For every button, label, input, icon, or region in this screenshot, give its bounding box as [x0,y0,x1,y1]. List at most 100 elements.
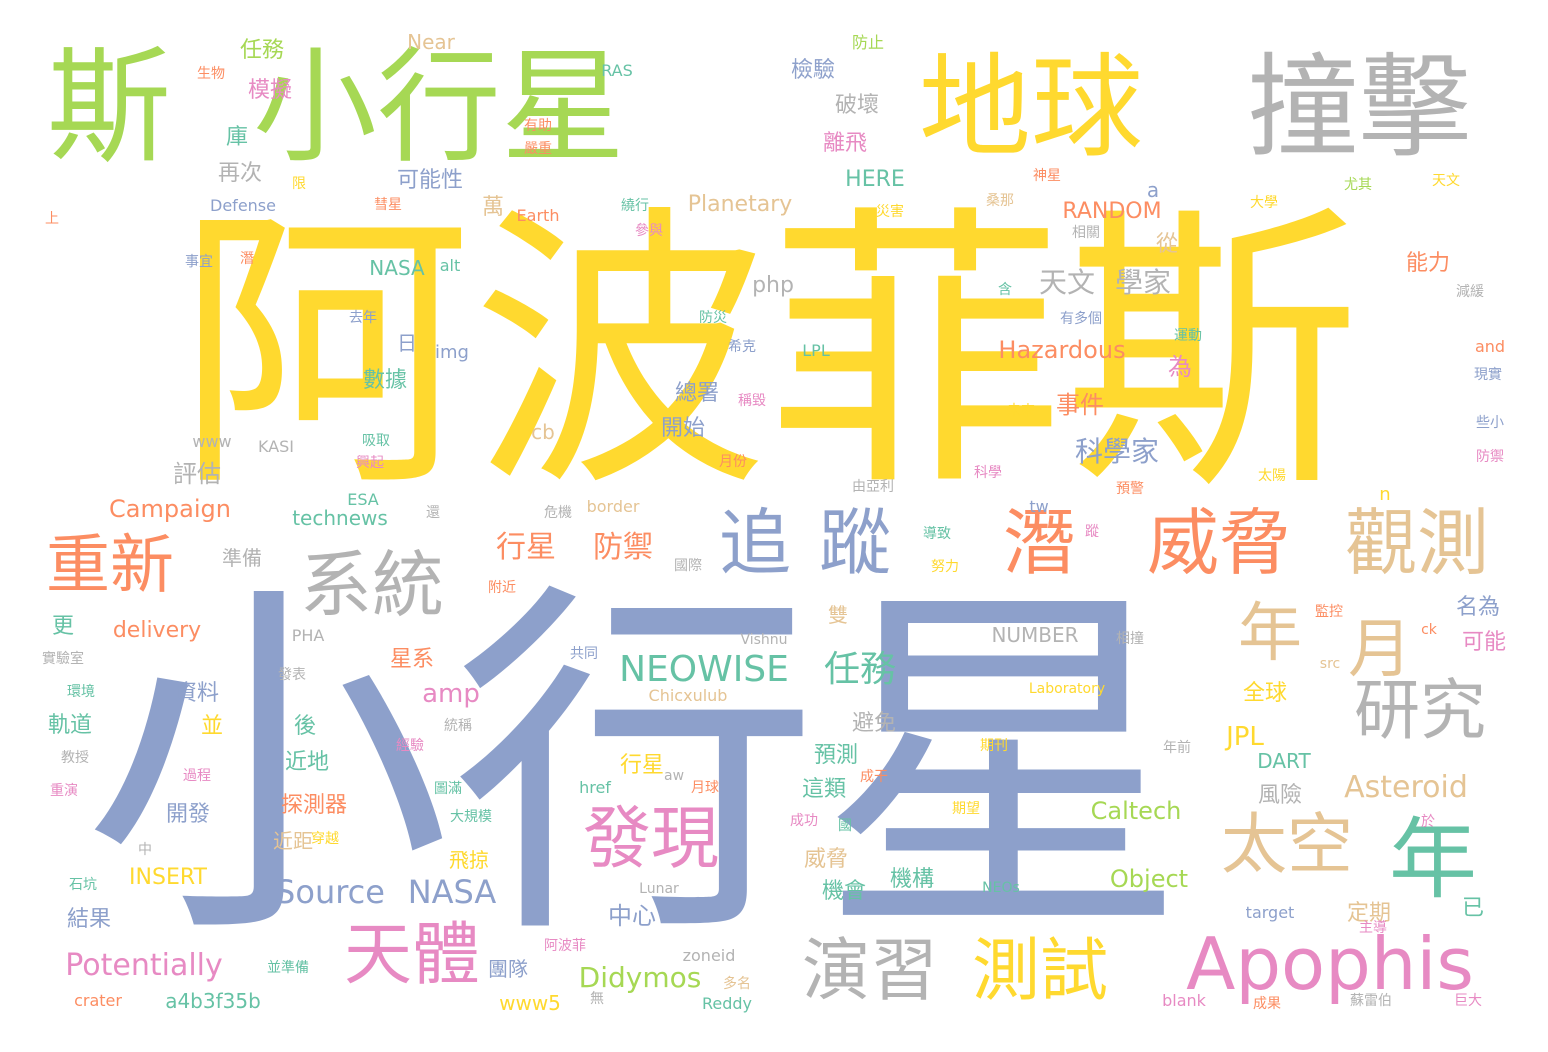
word-77: 數據 [362,368,408,393]
word-source-25: Source [275,873,385,911]
word-19: 天體 [343,916,481,995]
word-75: 這類 [801,777,847,802]
word-146: 防禦 [1476,449,1504,465]
word-107: 生物 [197,66,225,82]
word-57: 風險 [1257,783,1303,808]
word-83: 名為 [1455,595,1501,620]
word-172: 統稱 [444,718,472,734]
word-www5-53: www5 [499,991,561,1015]
word-113: 限 [292,176,306,192]
word-11: 系統 [299,543,445,627]
word-object-39: Object [1109,865,1189,893]
word-179: 成干 [860,769,888,785]
word-62: 探測器 [280,793,348,818]
word-111: 神星 [1033,168,1061,184]
word-89: 庫 [225,125,249,150]
word-177: 過程 [183,768,211,784]
word-145: 些小 [1476,415,1504,431]
word-esa-149: ESA [347,490,379,509]
word-dart-58: DART [1257,749,1311,773]
word-148: 由亞利 [852,479,894,495]
word-61: 威脅 [803,847,849,872]
word-70: 並 [200,714,224,739]
word-kasi-141: KASI [257,437,295,456]
word-174: 經驗 [396,738,424,754]
word-92: 檢驗 [790,58,836,83]
word-74: 預測 [813,743,859,768]
word-laboratory-170: Laboratory [1028,681,1106,697]
word-125: 事宜 [185,254,213,270]
word-88: 再次 [217,161,263,186]
word-a-97: a [1146,178,1160,202]
word-199: 多名 [723,976,751,992]
word-90: 模擬 [247,78,293,103]
word-188: 於 [1421,814,1435,830]
word-21: 測試 [971,932,1109,1011]
word-24: 任務 [823,649,897,690]
word-number-45: NUMBER [991,623,1079,647]
word-img-99: img [435,342,469,363]
word-82: 能力 [1405,251,1451,276]
word-206: 巨大 [1454,993,1482,1009]
word-100: 準備 [222,546,262,570]
word-157: 努力 [931,559,959,575]
word-91: 任務 [239,38,285,63]
word-139: 未來 [1007,403,1035,419]
word-163: 監控 [1315,604,1343,620]
word-183: 月球 [691,780,719,796]
word-144: 月份 [719,454,747,470]
word-131: 有多個 [1060,311,1102,327]
word-153: 預警 [1116,481,1144,497]
word-50: 中心 [608,902,656,930]
word-187: 國 [838,818,852,834]
word-150: 還 [426,505,440,521]
word-neowise-23: NEOWISE [619,649,789,690]
word-87: 可能性 [396,168,464,193]
word-target-194: target [1245,903,1295,922]
word-3: 小行星 [252,36,626,180]
word-181: 圖滿 [434,781,462,797]
word-118: 災害 [876,204,904,220]
word-php-48: php [752,273,794,298]
word-random-43: RANDOM [1062,199,1162,224]
word-apophis-22: Apophis [1186,922,1474,1006]
word-59: 機構 [889,867,935,892]
word-near-105: Near [407,30,455,54]
word-20: 演習 [801,932,939,1011]
word-56: 全球 [1242,681,1288,706]
word-jpl-37: JPL [1226,722,1264,752]
word-114: 彗星 [374,197,402,213]
word-54: 結果 [66,907,112,932]
word-166: 環境 [67,684,95,700]
word-14: 月 [1348,613,1412,687]
word-63: 近地 [284,750,330,775]
word-175: 期刊 [980,738,1008,754]
word-2: 斯 [46,36,172,180]
word-186: 成功 [790,813,818,829]
word-176: 年前 [1163,740,1191,756]
word-154: 太陽 [1258,468,1286,484]
word-1: 小行星 [83,553,1187,982]
word-71: 後 [293,714,317,739]
word-151: 危機 [544,505,572,521]
word-116: 繞行 [621,198,649,214]
word-55: 行星 [619,753,665,778]
word-asteroid-36: Asteroid [1344,770,1468,805]
word-campaign-40: Campaign [109,495,231,523]
word-nasa-95: NASA [369,256,425,280]
word-85: 定期 [1346,901,1392,926]
word-159: 附近 [488,580,516,596]
word-planetary-42: Planetary [687,192,793,217]
word-zoneid-197: zoneid [682,946,736,965]
word-190: 穿越 [311,831,339,847]
word-130: 防災 [699,310,727,326]
word-142: 吸取 [362,433,390,449]
word-vishnu-161: Vishnu [740,632,788,648]
word-13: 年 [1238,597,1302,671]
word-pha-160: PHA [291,626,325,645]
word-a4b3f35b-52: a4b3f35b [165,989,261,1013]
word-106: 防止 [851,33,885,52]
word-69: 更 [51,614,75,639]
word-80: 為 [1168,353,1192,381]
word-122: 天文 [1432,173,1460,189]
